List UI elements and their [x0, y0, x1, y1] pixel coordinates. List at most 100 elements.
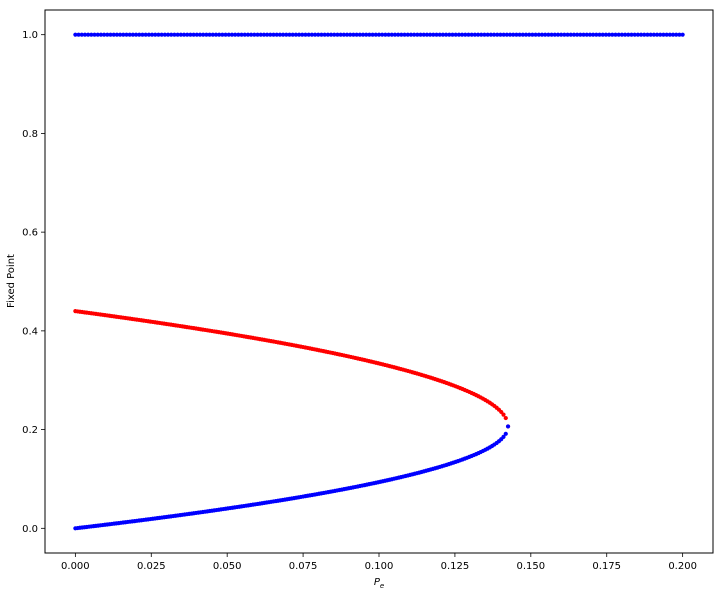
- stable-branch-point: [575, 32, 580, 37]
- stable-branch-point: [197, 32, 203, 37]
- stable-branch-point: [258, 32, 263, 37]
- stable-branch-point: [511, 32, 516, 37]
- stable-branch-point: [440, 32, 446, 37]
- stable-branch-point: [322, 32, 327, 37]
- stable-branch-point: [472, 32, 477, 37]
- stable-branch-point: [635, 32, 640, 37]
- stable-branch-point: [475, 32, 481, 37]
- stable-branch-point: [370, 32, 375, 37]
- stable-branch-point: [565, 32, 570, 37]
- stable-branch-point: [351, 32, 356, 37]
- lower-stable-branch-point: [503, 431, 508, 436]
- stable-branch-point: [680, 32, 685, 37]
- stable-branch-point: [268, 32, 273, 37]
- stable-branch-point: [210, 32, 215, 37]
- stable-branch-point: [482, 32, 487, 37]
- stable-branch-point: [300, 32, 305, 37]
- stable-branch-point: [581, 32, 586, 37]
- stable-branch-point: [242, 32, 247, 37]
- stable-branch-point: [82, 32, 88, 37]
- stable-branch-point: [594, 32, 599, 37]
- stable-branch-point: [591, 32, 596, 37]
- stable-branch-point: [424, 32, 430, 37]
- stable-branch-point: [600, 32, 605, 37]
- stable-branch-point: [76, 32, 81, 37]
- stable-branch-point: [328, 32, 334, 37]
- stable-branch-point: [185, 32, 190, 37]
- stable-branch-point: [584, 32, 589, 37]
- stable-branch-point: [277, 32, 283, 37]
- stable-branch-point: [495, 32, 500, 37]
- stable-branch-point: [479, 32, 484, 37]
- stable-branch-point: [213, 32, 219, 37]
- stable-branch-point: [149, 32, 155, 37]
- stable-branch-point: [654, 32, 660, 37]
- stable-branch-point: [597, 32, 602, 37]
- stable-branch-point: [220, 32, 225, 37]
- stable-branch-point: [405, 32, 410, 37]
- stable-branch-point: [651, 32, 656, 37]
- stable-branch-point: [514, 32, 519, 37]
- stable-branch-point: [421, 32, 426, 37]
- stable-branch-point: [578, 32, 583, 37]
- unstable-branch-point: [503, 415, 508, 421]
- stable-branch-point: [661, 32, 666, 37]
- stable-branch-point: [367, 32, 372, 37]
- stable-branch-point: [498, 32, 503, 37]
- stable-branch-point: [392, 32, 398, 37]
- stable-branch-point: [626, 32, 631, 37]
- stable-branch-point: [261, 32, 267, 37]
- stable-branch-point: [204, 32, 209, 37]
- stable-branch-point: [319, 32, 324, 37]
- stable-branch-point: [383, 32, 388, 37]
- stable-branch-point: [437, 32, 442, 37]
- stable-branch-point: [504, 32, 509, 37]
- stable-branch-point: [137, 32, 142, 37]
- stable-branch-point: [201, 32, 206, 37]
- stable-branch-point: [239, 32, 244, 37]
- stable-branch-point: [306, 32, 311, 37]
- stable-branch-point: [539, 32, 545, 37]
- stable-branch-point: [562, 32, 567, 37]
- stable-branch-point: [102, 32, 107, 37]
- y-tick-label: 0.6: [22, 228, 38, 239]
- plot-area: [44, 9, 714, 554]
- stable-branch-point: [178, 32, 183, 37]
- stable-branch-point: [389, 32, 394, 37]
- stable-branch-point: [571, 32, 577, 37]
- stable-branch-point: [111, 32, 116, 37]
- stable-branch-point: [533, 32, 538, 37]
- y-tick-label: 0.4: [22, 326, 38, 337]
- stable-branch-point: [549, 32, 554, 37]
- stable-branch-point: [223, 32, 228, 37]
- stable-branch-point: [249, 32, 254, 37]
- x-tick-label: 0.150: [516, 561, 545, 572]
- stable-branch-point: [466, 32, 471, 37]
- stable-branch-point: [86, 32, 91, 37]
- y-axis-ticks: 0.0 0.2 0.4 0.6 0.8 1.0: [22, 30, 45, 535]
- stable-branch-point: [341, 32, 346, 37]
- x-tick-label: 0.075: [289, 561, 318, 572]
- lower-stable-branch-point: [501, 434, 506, 439]
- stable-branch-point: [143, 32, 148, 37]
- stable-branch-point: [517, 32, 522, 37]
- stable-branch-point: [552, 32, 557, 37]
- stable-branch-point: [312, 32, 318, 37]
- stable-branch-point: [376, 32, 382, 37]
- stable-branch-point: [344, 32, 350, 37]
- stable-branch-point: [434, 32, 439, 37]
- stable-branch-point: [172, 32, 177, 37]
- x-tick-label: 0.125: [441, 561, 470, 572]
- stable-branch-point: [316, 32, 321, 37]
- stable-branch-point: [175, 32, 180, 37]
- stable-branch-point: [303, 32, 308, 37]
- y-tick-label: 0.0: [22, 524, 38, 535]
- stable-branch-point: [236, 32, 241, 37]
- x-tick-label: 0.200: [668, 561, 697, 572]
- stable-branch-point: [501, 32, 506, 37]
- stable-branch-point: [207, 32, 212, 37]
- stable-branch-point: [670, 32, 676, 37]
- stable-branch-point: [530, 32, 535, 37]
- x-tick-label: 0.050: [213, 561, 242, 572]
- stable-branch-point: [124, 32, 129, 37]
